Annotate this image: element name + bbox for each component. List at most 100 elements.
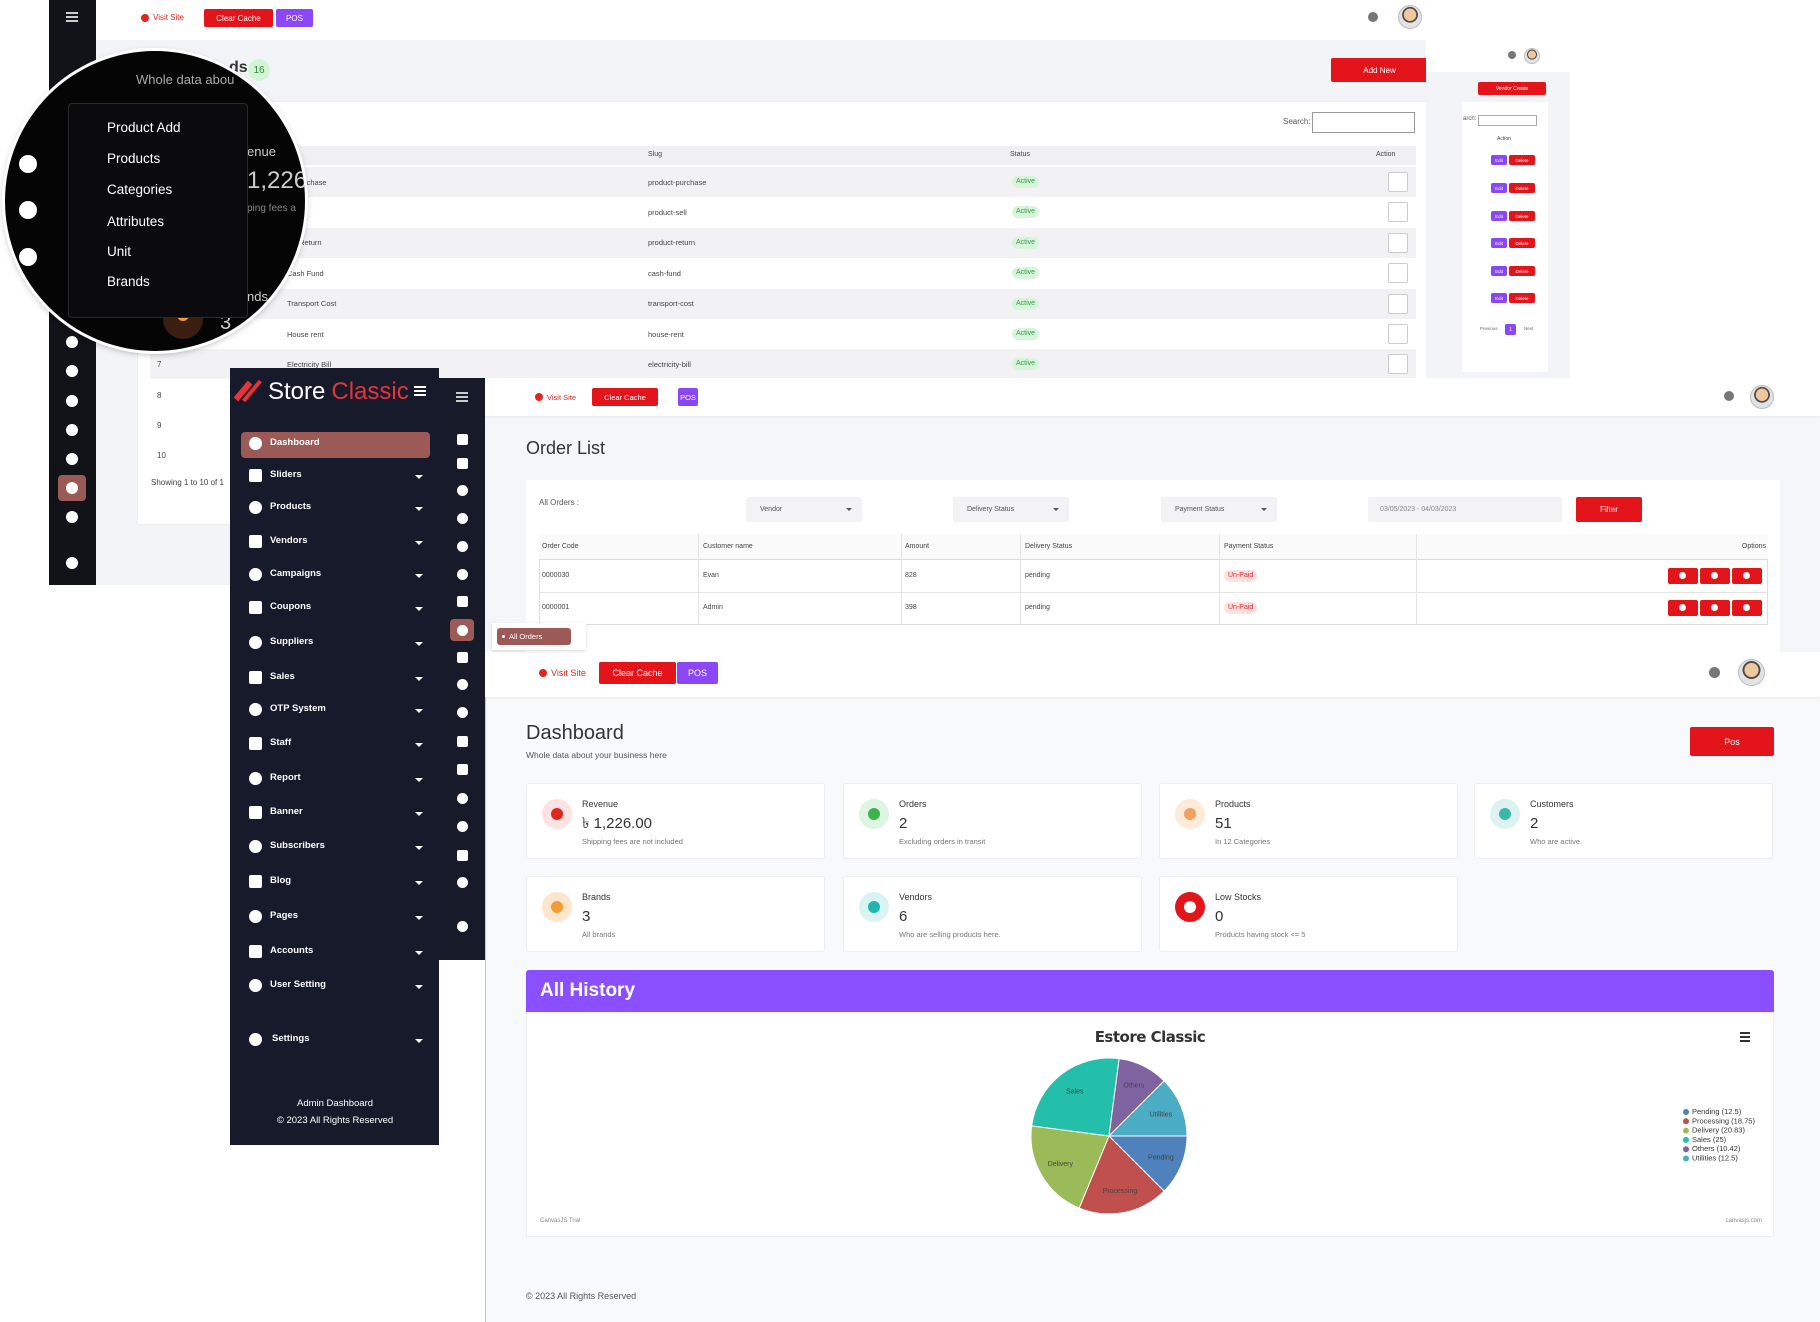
- select-box[interactable]: Payment Status: [1161, 497, 1277, 522]
- edit-button[interactable]: Edit: [1491, 211, 1507, 221]
- magnifier: Whole data abou enue 1,226 ping fees a nds 3 P…: [5, 51, 305, 351]
- clear-cache-button[interactable]: Clear Cache: [592, 388, 658, 406]
- pos-button[interactable]: POS: [276, 9, 313, 27]
- date-range-input[interactable]: 03/05/2023 - 04/03/2023: [1368, 497, 1562, 522]
- search-input[interactable]: [1312, 112, 1415, 133]
- caret: [415, 541, 423, 545]
- icon: [249, 703, 262, 716]
- sidebar-menu-item[interactable]: Products: [270, 501, 312, 513]
- visit-site-link[interactable]: Visit Site: [547, 392, 577, 402]
- clear-cache-button[interactable]: Clear Cache: [204, 9, 273, 27]
- visit-site-link[interactable]: Visit Site: [551, 667, 586, 678]
- menu-item[interactable]: Product Add: [107, 119, 181, 135]
- delete-button[interactable]: Delete: [1509, 183, 1535, 193]
- filter-button[interactable]: Filter: [1576, 497, 1642, 522]
- option-button[interactable]: [1732, 600, 1762, 616]
- action-button[interactable]: [1388, 202, 1408, 223]
- pagination-next[interactable]: Next: [1524, 326, 1534, 332]
- option-button[interactable]: [1700, 600, 1730, 616]
- submenu-item[interactable]: All Orders: [509, 632, 543, 641]
- sidebar-menu-item[interactable]: Staff: [270, 737, 292, 749]
- icon: [19, 155, 37, 173]
- legend-entry: Sales (25): [1692, 1135, 1727, 1144]
- edit-button[interactable]: Edit: [1491, 183, 1507, 193]
- avatar[interactable]: [1398, 5, 1422, 29]
- pagination-page[interactable]: 1: [1505, 324, 1516, 335]
- menu-icon-line: [456, 396, 468, 398]
- sidebar-menu-item[interactable]: OTP System: [270, 703, 326, 715]
- pagination-previous[interactable]: Previous: [1480, 326, 1498, 332]
- count-badge: 16: [248, 59, 270, 81]
- chart-menu-icon: [1740, 1036, 1750, 1038]
- sidebar-menu-item[interactable]: Dashboard: [270, 437, 320, 449]
- action-button[interactable]: [1388, 324, 1408, 344]
- sidebar-menu-item[interactable]: Coupons: [270, 601, 312, 613]
- sidebar-menu-item[interactable]: Accounts: [270, 945, 314, 957]
- menu-item[interactable]: Unit: [107, 243, 132, 259]
- menu-item[interactable]: Products: [107, 150, 161, 166]
- delete-button[interactable]: Delete: [1509, 211, 1535, 221]
- sidebar-menu-item[interactable]: User Setting: [270, 979, 326, 991]
- edit-button[interactable]: Edit: [1491, 155, 1507, 165]
- sidebar-menu-item[interactable]: Report: [270, 772, 301, 784]
- select-box[interactable]: Vendor: [746, 497, 862, 522]
- action-button[interactable]: [1388, 172, 1408, 192]
- delete-button[interactable]: Delete: [1509, 155, 1535, 165]
- option-button[interactable]: [1668, 600, 1698, 616]
- action-button[interactable]: [1388, 354, 1408, 375]
- card-label: nds: [247, 289, 268, 305]
- menu-icon-line: [414, 386, 426, 388]
- pos-button[interactable]: POS: [677, 662, 718, 684]
- visit-site-link[interactable]: Visit Site: [153, 13, 184, 23]
- option-button[interactable]: [1700, 568, 1730, 584]
- option-button[interactable]: [1668, 568, 1698, 584]
- delete-button[interactable]: Delete: [1509, 238, 1535, 248]
- card-icon: [542, 799, 572, 829]
- sidebar-menu-item[interactable]: Subscribers: [270, 840, 325, 852]
- sidebar-menu-item[interactable]: Pages: [270, 910, 298, 922]
- menu-item[interactable]: Attributes: [107, 213, 165, 229]
- delete-button[interactable]: Delete: [1509, 293, 1535, 303]
- add-new-button[interactable]: Add New: [1331, 58, 1428, 82]
- search-input[interactable]: [1478, 115, 1537, 126]
- sidebar-menu-item[interactable]: Blog: [270, 875, 292, 887]
- submenu-item-bg[interactable]: All Orders: [497, 628, 571, 645]
- action-button[interactable]: [1388, 293, 1408, 314]
- icon: [66, 365, 78, 377]
- icon: [457, 458, 468, 469]
- edit-button[interactable]: Edit: [1491, 238, 1507, 248]
- sidebar-menu-item[interactable]: Suppliers: [270, 636, 314, 648]
- sidebar-menu-item[interactable]: Vendors: [270, 535, 308, 547]
- sidebar-menu-item[interactable]: Sliders: [270, 469, 302, 481]
- sidebar-menu-item[interactable]: Sales: [270, 671, 295, 683]
- icon: [249, 501, 262, 514]
- avatar[interactable]: [1524, 48, 1540, 64]
- sidebar-menu-item[interactable]: Campaigns: [270, 568, 322, 580]
- caret: [415, 1039, 423, 1043]
- card-label: Customers: [1530, 798, 1574, 809]
- pos-button[interactable]: Pos: [1690, 727, 1774, 756]
- pos-button[interactable]: POS: [678, 388, 698, 406]
- menu-item[interactable]: Brands: [107, 273, 150, 289]
- option-button[interactable]: [1732, 568, 1762, 584]
- edit-button[interactable]: Edit: [1491, 293, 1507, 303]
- caret: [415, 677, 423, 681]
- delete-button[interactable]: Delete: [1509, 266, 1535, 276]
- edit-button[interactable]: Edit: [1491, 266, 1507, 276]
- select-box[interactable]: Delivery Status: [953, 497, 1069, 522]
- vendor-create-button[interactable]: Vendor Create: [1478, 82, 1546, 95]
- action-button[interactable]: [1388, 263, 1408, 284]
- menu-item[interactable]: Categories: [107, 181, 173, 197]
- row-slug: product-return: [648, 238, 696, 248]
- clear-cache-button[interactable]: Clear Cache: [599, 662, 676, 684]
- sidebar-menu-item[interactable]: Settings: [272, 1033, 310, 1045]
- sidebar-menu-item[interactable]: Banner: [270, 806, 303, 818]
- action-button[interactable]: [1388, 232, 1408, 253]
- icon: [457, 485, 468, 496]
- page-subtitle: Whole data abou: [136, 72, 235, 88]
- avatar[interactable]: [1738, 659, 1765, 686]
- column-header: Order Code: [542, 542, 579, 550]
- column-header: Options: [1741, 542, 1766, 550]
- avatar[interactable]: [1750, 385, 1774, 409]
